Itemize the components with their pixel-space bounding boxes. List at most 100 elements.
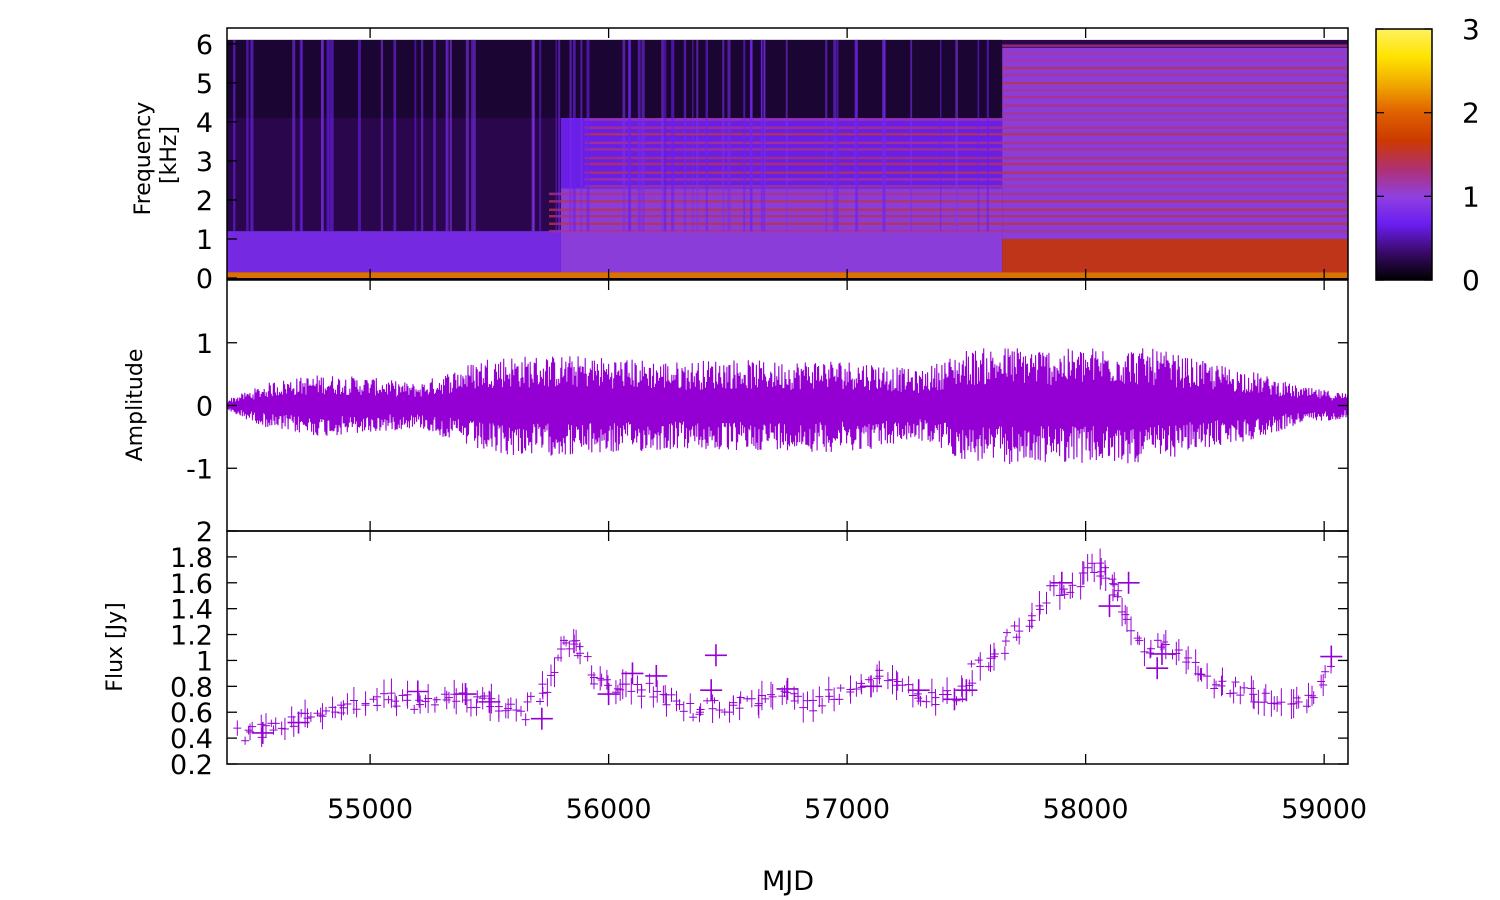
amplitude-y-tick-label: 1 <box>196 329 213 360</box>
flux-series <box>233 548 1343 748</box>
flux-y-tick-label: 1.8 <box>170 543 213 574</box>
spectrogram-cell <box>586 39 590 232</box>
x-tick-label: 56000 <box>566 794 652 825</box>
spectrogram-cell <box>855 39 859 232</box>
spectrogram-cell <box>246 39 249 232</box>
amplitude-y-tick-label: 0 <box>196 392 213 423</box>
spectrogram-cell <box>572 39 576 232</box>
x-tick-label: 58000 <box>1043 794 1129 825</box>
spectrogram-cell <box>321 39 323 232</box>
spectrogram-cell <box>584 178 1348 181</box>
colorbar-ticks: 0 1 2 3 <box>1376 13 1480 297</box>
spectrogram-cell <box>446 39 449 232</box>
x-axis-ticks: 55000 56000 57000 58000 59000 <box>327 28 1367 825</box>
flux-y-tick-label: 1 <box>196 646 213 677</box>
spectrogram-cell <box>584 126 1348 130</box>
spectrogram-cell <box>722 39 725 232</box>
spectrogram-cell <box>910 39 913 232</box>
spectrogram-cell <box>580 39 583 232</box>
colorbar-tick-label: 3 <box>1462 13 1480 46</box>
spectrogram-cell <box>292 39 296 232</box>
flux-panel: 0.20.40.60.811.21.41.61.82 Flux [Jy] <box>103 517 1348 781</box>
amplitude-series <box>227 348 1348 465</box>
spectrogram-cells <box>227 39 1348 279</box>
spectrogram-cell <box>330 39 334 232</box>
spectrogram-cell <box>548 222 1348 226</box>
spectrogram-y-tick-label: 6 <box>196 30 213 61</box>
spectrogram-cell <box>548 208 1348 212</box>
spectrogram-cell <box>1002 73 1348 77</box>
colorbar-tick-label: 0 <box>1462 264 1480 297</box>
amplitude-y-tick-label: -1 <box>186 454 213 485</box>
spectrogram-cell <box>531 39 535 232</box>
spectrogram-cell <box>1002 95 1348 99</box>
spectrogram-cell <box>548 215 1348 218</box>
spectrogram-cell <box>227 39 1003 118</box>
spectrogram-cell <box>683 39 687 232</box>
spectrogram-cell <box>955 39 958 232</box>
flux-y-ticks: 0.20.40.60.811.21.41.61.82 <box>170 517 1348 781</box>
spectrogram-cell <box>1002 88 1348 92</box>
spectrogram-cell <box>637 39 641 232</box>
spectrogram-y-axis-label: Frequency [kHz] <box>131 95 182 216</box>
amplitude-y-ticks: -1 0 1 <box>186 329 1348 485</box>
colorbar-tick-label: 2 <box>1462 97 1480 130</box>
amplitude-y-axis-label: Amplitude <box>123 349 148 462</box>
spectrogram-cell <box>584 118 1348 121</box>
spectrogram-panel: 0 1 2 3 4 5 6 Frequency [kHz] <box>131 28 1348 295</box>
spectrogram-cell <box>727 39 731 232</box>
spectrogram-cell <box>1002 59 1348 62</box>
spectrogram-cell <box>749 39 752 232</box>
spectrogram-cell <box>434 39 436 232</box>
flux-y-tick-label: 2 <box>196 517 213 548</box>
spectrogram-cell <box>692 39 694 232</box>
spectrogram-cell <box>555 39 557 232</box>
spectrogram-cell <box>569 39 572 232</box>
flux-y-tick-label: 1.2 <box>170 621 213 652</box>
spectrogram-cell <box>465 39 469 232</box>
spectrogram-cell <box>1002 52 1348 55</box>
spectrogram-cell <box>986 39 989 232</box>
spectrogram-cell <box>328 39 331 232</box>
spectrogram-cell <box>743 39 746 232</box>
spectrogram-y-tick-label: 0 <box>196 264 213 295</box>
spectrogram-cell <box>882 39 885 232</box>
spectrogram-cell <box>227 272 1348 278</box>
spectrogram-cell <box>421 39 424 232</box>
spectrogram-y-tick-label: 3 <box>196 147 213 178</box>
spectrogram-cell <box>836 39 839 232</box>
spectrogram-cell <box>433 39 435 232</box>
spectrogram-cell <box>227 231 561 273</box>
spectrogram-cell <box>584 156 1348 160</box>
flux-y-tick-label: 0.2 <box>170 750 213 781</box>
spectrogram-y-tick-label: 5 <box>196 69 213 100</box>
x-tick-label: 55000 <box>327 794 413 825</box>
flux-y-tick-label: 0.8 <box>170 672 213 703</box>
spectrogram-cell <box>548 229 1348 233</box>
spectrogram-cell <box>785 39 788 232</box>
spectrogram-cell <box>696 39 699 232</box>
spectrogram-cell <box>233 39 236 232</box>
spectrogram-cell <box>584 162 1348 166</box>
spectrogram-cell <box>584 141 1348 145</box>
spectrogram-cell <box>357 39 361 232</box>
flux-y-tick-label: 0.6 <box>170 698 213 729</box>
spectrogram-cell <box>663 39 667 232</box>
spectrogram-cell <box>1002 238 1348 273</box>
spectrogram-cell <box>584 185 1348 188</box>
spectrogram-cell <box>473 39 476 232</box>
spectrogram-cell <box>641 39 645 232</box>
spectrogram-cell <box>763 39 766 232</box>
spectrogram-cell <box>825 39 828 232</box>
spectrogram-cell <box>584 148 1348 151</box>
spectrogram-y-label-line1: Frequency <box>131 102 156 216</box>
spectrogram-cell <box>760 39 763 232</box>
spectrogram-y-tick-label: 4 <box>196 108 213 139</box>
spectrogram-cell <box>558 39 561 232</box>
spectrogram-cell <box>326 39 329 232</box>
spectrogram-cell <box>1002 81 1348 85</box>
spectrogram-cell <box>548 192 1348 196</box>
spectrogram-cell <box>833 39 837 232</box>
spectrogram-cell <box>449 39 452 232</box>
